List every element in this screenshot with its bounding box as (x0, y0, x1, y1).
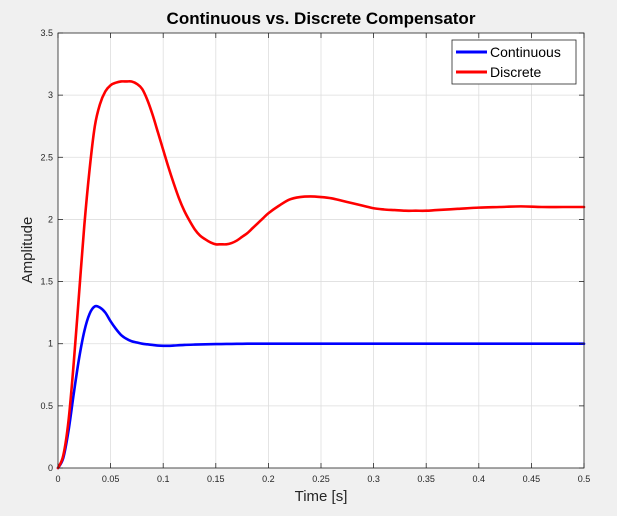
x-tick-label: 0.3 (367, 474, 380, 484)
x-tick-label: 0 (55, 474, 60, 484)
x-tick-label: 0.4 (473, 474, 486, 484)
series-line-discrete (56, 79, 586, 470)
x-tick-label: 0.2 (262, 474, 275, 484)
legend-label-continuous: Continuous (490, 44, 561, 60)
series-layer (56, 79, 586, 470)
x-tick-label: 0.5 (578, 474, 591, 484)
legend: Continuous Discrete (451, 39, 577, 85)
x-tick-label: 0.1 (157, 474, 170, 484)
series-line-continuous (56, 304, 586, 470)
y-tick-label: 1.5 (40, 277, 53, 287)
y-tick-label: 2.5 (40, 152, 53, 162)
x-tick-label: 0.25 (312, 474, 330, 484)
y-tick-label: 0 (48, 463, 53, 473)
legend-box (451, 39, 577, 85)
chart-title: Continuous vs. Discrete Compensator (167, 9, 476, 28)
y-tick-label: 2 (48, 214, 53, 224)
legend-label-discrete: Discrete (490, 64, 542, 80)
y-tick-label: 1 (48, 339, 53, 349)
ticks (57, 32, 585, 469)
x-tick-label: 0.15 (207, 474, 225, 484)
x-axis-label: Time [s] (295, 488, 348, 505)
tick-labels: 0 0.05 0.1 0.15 0.2 0.25 0.3 0.35 0.4 0.45 0.5 0 0.5… (40, 28, 590, 484)
y-tick-label: 0.5 (40, 401, 53, 411)
x-tick-label: 0.05 (102, 474, 120, 484)
x-tick-label: 0.35 (417, 474, 435, 484)
x-tick-label: 0.45 (523, 474, 541, 484)
y-tick-label: 3.5 (40, 28, 53, 38)
y-tick-label: 3 (48, 90, 53, 100)
y-axis-label: Amplitude (19, 217, 36, 284)
